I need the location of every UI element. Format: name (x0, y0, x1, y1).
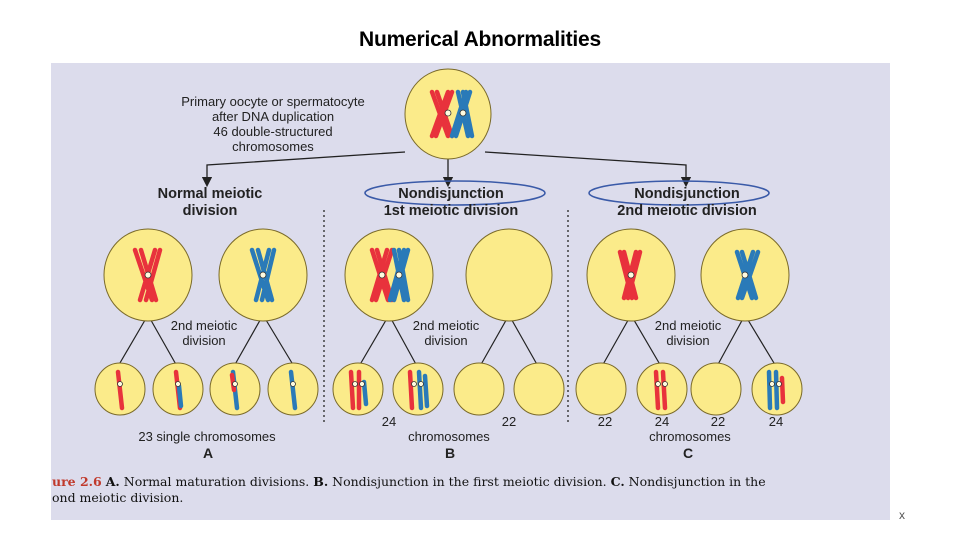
caption-key-b: B. (313, 474, 328, 489)
centromeres (117, 109, 782, 387)
top-note: Primary oocyte or spermatocyte after DNA… (181, 94, 365, 154)
second-division-c-line-2: division (666, 333, 709, 348)
panel-letter-b: B (445, 445, 455, 461)
gamete-c-3 (690, 362, 742, 416)
count-c-2: 24 (655, 414, 669, 429)
caption-text-b: Nondisjunction in the first meiotic divi… (328, 474, 610, 489)
top-arrows (201, 151, 692, 188)
count-b-right: 22 (502, 414, 516, 429)
gamete-c-1 (575, 362, 627, 416)
top-note-line-3: 46 double-structured (213, 124, 332, 139)
panel-letter-a: A (203, 445, 213, 461)
top-note-line-1: Primary oocyte or spermatocyte (181, 94, 365, 109)
top-note-line-4: chromosomes (232, 139, 314, 154)
division-lines (116, 314, 778, 369)
panel-letters: A B C (203, 445, 693, 461)
highlight-oval-c (588, 180, 770, 206)
heading-b-line-1: Nondisjunction (398, 186, 504, 202)
column-separators (323, 210, 569, 425)
highlight-oval-b (364, 180, 546, 206)
cell-b-right (465, 228, 553, 322)
count-a-total: 23 single chromosomes (138, 429, 276, 444)
top-note-line-2: after DNA duplication (212, 109, 334, 124)
heading-a-line-1: Normal meiotic (158, 186, 263, 202)
caption-text-a: Normal maturation divisions. (120, 474, 313, 489)
count-c-4: 24 (769, 414, 783, 429)
gamete-b-3 (453, 362, 505, 416)
second-division-c-line-1: 2nd meiotic (655, 318, 722, 333)
count-c-1: 22 (598, 414, 612, 429)
slide-title: Numerical Abnormalities (358, 28, 602, 51)
caption-text-c: Nondisjunction in the (625, 474, 766, 489)
chromosome-counts: 23 single chromosomes 24 22 chromosomes … (138, 414, 783, 444)
second-division-a-line-1: 2nd meiotic (171, 318, 238, 333)
caption-line-1: ure 2.6 A. Normal maturation divisions. … (52, 474, 766, 489)
count-b-left: 24 (382, 414, 396, 429)
second-division-b-line-1: 2nd meiotic (413, 318, 480, 333)
gamete-cells (94, 362, 803, 416)
caption-key-a: A. (105, 474, 120, 489)
heading-b-line-2: 1st meiotic division (384, 203, 519, 219)
heading-c-line-2: 2nd meiotic division (617, 203, 756, 219)
column-headings: Normal meiotic division Nondisjunction 1… (158, 180, 770, 219)
count-c-word: chromosomes (649, 429, 731, 444)
gamete-chromosomes (115, 369, 786, 411)
gamete-b-4 (513, 362, 565, 416)
figure-caption: ure 2.6 A. Normal maturation divisions. … (52, 474, 766, 505)
heading-c-line-1: Nondisjunction (634, 186, 740, 202)
caption-line-2: ond meiotic division. (52, 490, 183, 505)
caption-figure-number: ure 2.6 (52, 474, 102, 489)
second-division-labels: 2nd meiotic division 2nd meiotic divisio… (171, 318, 722, 348)
second-level-cells (103, 228, 790, 322)
corner-mark: x (899, 508, 905, 522)
second-division-a-line-2: division (182, 333, 225, 348)
caption-key-c: C. (611, 474, 625, 489)
heading-a-line-2: division (183, 203, 238, 219)
second-division-b-line-2: division (424, 333, 467, 348)
primary-chromosomes (429, 89, 475, 139)
cell-b-left (344, 228, 434, 322)
count-c-3: 22 (711, 414, 725, 429)
count-b-word: chromosomes (408, 429, 490, 444)
panel-letter-c: C (683, 445, 693, 461)
